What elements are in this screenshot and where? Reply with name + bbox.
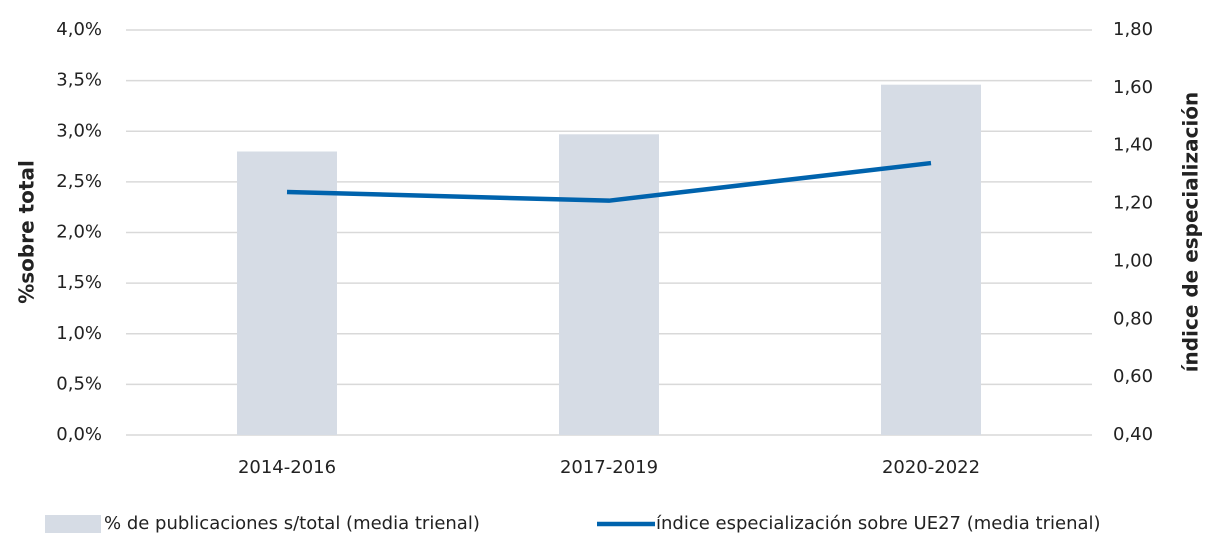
y-tick-label: 1,5%	[56, 272, 102, 293]
y2-tick-label: 1,40	[1113, 135, 1153, 156]
y-tick-label: 4,0%	[56, 19, 102, 40]
bar	[559, 134, 659, 435]
y-axis-title: %sobre total	[15, 160, 39, 304]
y2-tick-label: 0,60	[1113, 366, 1153, 387]
y2-tick-label: 1,00	[1113, 250, 1153, 271]
y2-tick-label: 0,80	[1113, 308, 1153, 329]
y-tick-label: 2,0%	[56, 222, 102, 243]
y2-tick-label: 1,60	[1113, 77, 1153, 98]
x-tick-label: 2020-2022	[882, 457, 980, 478]
legend-swatch	[45, 515, 101, 533]
legend-label: índice especialización sobre UE27 (media…	[656, 513, 1101, 534]
y2-axis-title: índice de especialización	[1179, 92, 1203, 373]
y2-tick-label: 0,40	[1113, 424, 1153, 445]
y-tick-label: 0,5%	[56, 373, 102, 394]
y-tick-label: 2,5%	[56, 171, 102, 192]
y2-tick-label: 1,80	[1113, 19, 1153, 40]
y-tick-label: 3,0%	[56, 120, 102, 141]
x-tick-label: 2014-2016	[238, 457, 336, 478]
line	[286, 160, 932, 203]
bar	[881, 84, 981, 436]
y-tick-label: 3,5%	[56, 70, 102, 91]
legend-label: % de publicaciones s/total (media triena…	[104, 513, 480, 534]
y-tick-label: 0,0%	[56, 424, 102, 445]
y-tick-label: 1,0%	[56, 323, 102, 344]
y2-tick-label: 1,20	[1113, 193, 1153, 214]
x-tick-label: 2017-2019	[560, 457, 658, 478]
bar	[237, 151, 337, 435]
